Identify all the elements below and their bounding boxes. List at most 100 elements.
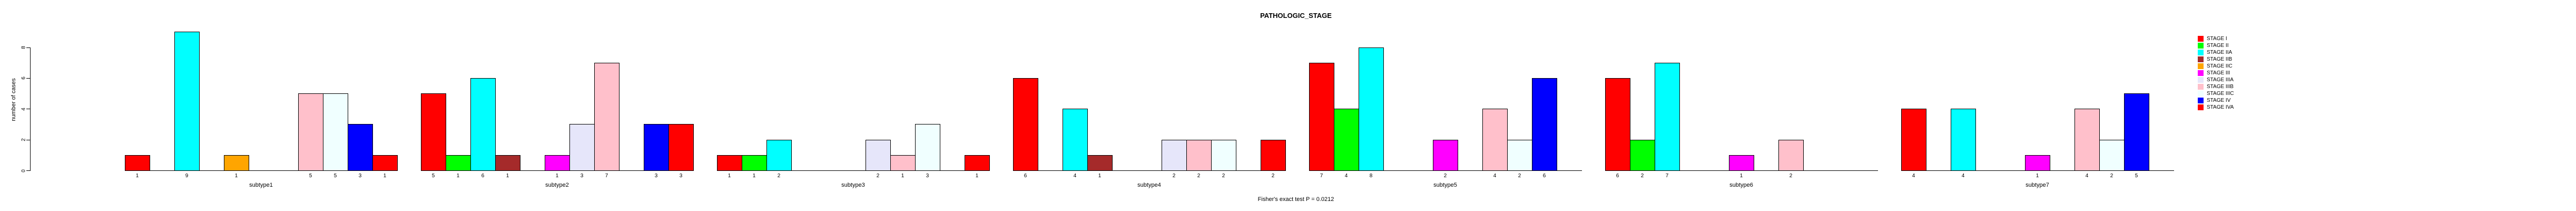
bar-value-label: 8 <box>1369 173 1373 179</box>
bar-value-label: 1 <box>901 173 904 179</box>
bar-value-label: 7 <box>1665 173 1669 179</box>
legend-swatch-icon <box>2198 43 2204 49</box>
bar-stage-i-subtype7 <box>1901 109 1926 171</box>
bar-stage-iia-subtype4 <box>1063 109 1088 171</box>
legend-label: STAGE IV <box>2207 98 2231 103</box>
legend-swatch-icon <box>2198 70 2204 76</box>
bar-stage-iic-subtype1 <box>224 155 249 171</box>
bar-value-label: 5 <box>333 173 337 179</box>
bar-stage-iii-subtype6 <box>1729 155 1754 171</box>
bar-value-label: 3 <box>926 173 929 179</box>
bar-stage-iiia-subtype2 <box>569 124 595 171</box>
bar-stage-iia-subtype7 <box>1951 109 1976 171</box>
legend-swatch-icon <box>2198 63 2204 69</box>
legend-swatch-icon <box>2198 84 2204 90</box>
bar-value-label: 1 <box>456 173 460 179</box>
legend-swatch-icon <box>2198 104 2204 110</box>
bar-value-label: 2 <box>1172 173 1176 179</box>
bar-value-label: 5 <box>309 173 312 179</box>
bar-stage-iv-subtype5 <box>1532 78 1557 171</box>
y-axis-tick <box>26 47 30 48</box>
bar-stage-ii-subtype3 <box>742 155 767 171</box>
bar-stage-iv-subtype2 <box>644 124 669 171</box>
bar-value-label: 5 <box>431 173 435 179</box>
bar-value-label: 6 <box>1616 173 1619 179</box>
bar-value-label: 1 <box>135 173 139 179</box>
bar-stage-iii-subtype2 <box>545 155 570 171</box>
bar-value-label: 1 <box>727 173 731 179</box>
bar-value-label: 6 <box>1542 173 1546 179</box>
bar-value-label: 4 <box>1344 173 1348 179</box>
bar-value-label: 2 <box>1789 173 1793 179</box>
bar-stage-iiic-subtype1 <box>323 93 348 171</box>
legend-label: STAGE I <box>2207 36 2227 42</box>
bar-value-label: 3 <box>654 173 658 179</box>
x-axis-segment <box>1013 170 1286 171</box>
y-axis-tick-label: 8 <box>21 46 27 49</box>
bar-stage-iiic-subtype5 <box>1507 140 1532 171</box>
bar-value-label: 5 <box>2135 173 2138 179</box>
legend-label: STAGE IVA <box>2207 104 2234 110</box>
bar-stage-iv-subtype7 <box>2124 93 2149 171</box>
legend-swatch-icon <box>2198 36 2204 42</box>
legend-label: STAGE IIIC <box>2207 91 2234 97</box>
bar-stage-iiib-subtype6 <box>1778 140 1804 171</box>
bar-stage-i-subtype1 <box>125 155 150 171</box>
bar-stage-iia-subtype1 <box>174 32 200 171</box>
bar-value-label: 4 <box>1073 173 1077 179</box>
y-axis-tick <box>26 170 30 171</box>
bar-value-label: 3 <box>580 173 584 179</box>
bar-value-label: 2 <box>2110 173 2113 179</box>
bar-value-label: 4 <box>1493 173 1497 179</box>
bar-stage-i-subtype2 <box>421 93 446 171</box>
bar-stage-ii-subtype6 <box>1630 140 1655 171</box>
bar-stage-iii-subtype5 <box>1433 140 1458 171</box>
bar-stage-iva-subtype2 <box>668 124 694 171</box>
bar-value-label: 1 <box>2036 173 2039 179</box>
bar-value-label: 1 <box>1098 173 1102 179</box>
bar-value-label: 4 <box>2085 173 2089 179</box>
bar-value-label: 1 <box>383 173 387 179</box>
bar-stage-iva-subtype1 <box>372 155 398 171</box>
x-axis-group-label-subtype1: subtype1 <box>249 182 273 188</box>
bar-value-label: 1 <box>752 173 756 179</box>
bar-stage-iib-subtype2 <box>495 155 520 171</box>
bar-stage-iiia-subtype3 <box>866 140 891 171</box>
chart-title: PATHOLOGIC_STAGE <box>1260 12 1332 20</box>
bar-stage-iia-subtype5 <box>1359 47 1384 171</box>
legend-swatch-icon <box>2198 91 2204 97</box>
y-axis-line <box>30 47 31 171</box>
legend-label: STAGE IIB <box>2207 56 2233 62</box>
x-axis-segment <box>717 170 990 171</box>
bar-value-label: 1 <box>1739 173 1743 179</box>
y-axis-tick-label: 6 <box>21 76 27 80</box>
bar-stage-iii-subtype7 <box>2025 155 2050 171</box>
bar-stage-iiic-subtype3 <box>915 124 940 171</box>
bar-value-label: 1 <box>555 173 559 179</box>
bar-stage-iia-subtype2 <box>470 78 496 171</box>
fisher-test-footnote: Fisher's exact test P = 0.0212 <box>1257 196 1334 203</box>
bar-value-label: 2 <box>1197 173 1201 179</box>
x-axis-group-label-subtype7: subtype7 <box>2026 182 2049 188</box>
x-axis-group-label-subtype3: subtype3 <box>841 182 865 188</box>
bar-stage-iiic-subtype7 <box>2099 140 2125 171</box>
legend-label: STAGE IIIA <box>2207 77 2234 83</box>
bar-stage-iv-subtype1 <box>348 124 373 171</box>
x-axis-group-label-subtype4: subtype4 <box>1137 182 1161 188</box>
bar-stage-ii-subtype5 <box>1334 109 1359 171</box>
bar-value-label: 4 <box>1961 173 1965 179</box>
x-axis-group-label-subtype5: subtype5 <box>1433 182 1457 188</box>
bar-value-label: 2 <box>1271 173 1275 179</box>
bar-value-label: 2 <box>777 173 781 179</box>
legend-swatch-icon <box>2198 77 2204 83</box>
bar-value-label: 7 <box>1320 173 1323 179</box>
bar-value-label: 4 <box>1912 173 1915 179</box>
bar-value-label: 2 <box>876 173 880 179</box>
y-axis-tick-label: 2 <box>21 138 27 141</box>
bar-stage-i-subtype3 <box>717 155 742 171</box>
bar-stage-iiic-subtype4 <box>1211 140 1236 171</box>
bar-stage-iiib-subtype2 <box>594 63 620 171</box>
bar-stage-iiib-subtype3 <box>890 155 916 171</box>
y-axis-tick <box>26 78 30 79</box>
legend-label: STAGE IIIB <box>2207 84 2234 90</box>
